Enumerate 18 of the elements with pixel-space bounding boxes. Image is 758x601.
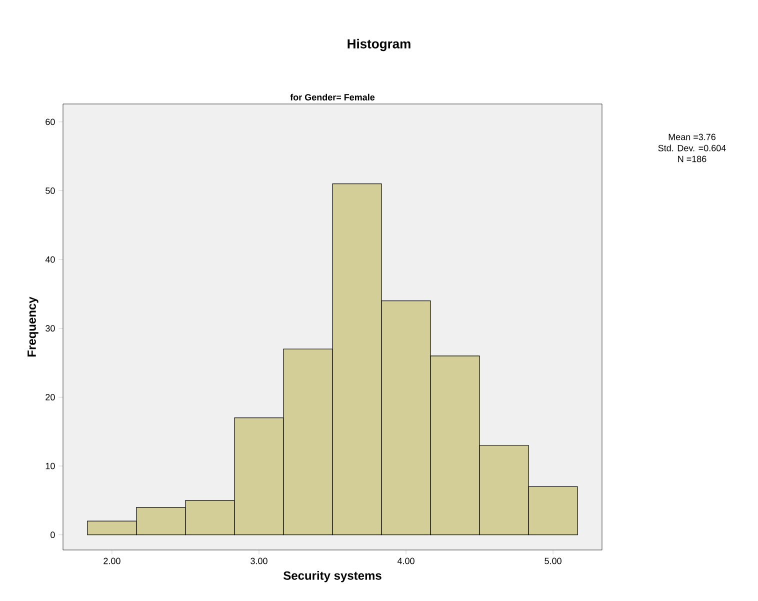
x-tick-label: 2.00 <box>104 558 120 564</box>
y-tick-label: 10 <box>46 462 55 470</box>
x-tick-label: 3.00 <box>250 558 268 564</box>
y-tick-label: 40 <box>45 256 55 263</box>
text: N =186 <box>678 156 706 162</box>
chart-subtitle: for Gender= Female <box>290 94 375 100</box>
y-tick-label: 50 <box>46 188 55 194</box>
y-tick-label: 20 <box>46 394 55 400</box>
y-axis-title: Frequency <box>28 296 38 357</box>
x-axis-title: Security systems <box>283 571 382 582</box>
x-tick-label: 4.00 <box>397 558 414 564</box>
x-tick-label: 5.00 <box>544 558 562 564</box>
text: Std. Dev. =0.604 <box>658 144 726 152</box>
y-tick-label: 60 <box>46 118 55 126</box>
y-tick-label: 30 <box>46 325 55 332</box>
chart-title: Histogram <box>348 38 410 52</box>
y-tick-label: 0 <box>50 532 55 538</box>
text: Mean =3.76 <box>668 134 716 140</box>
